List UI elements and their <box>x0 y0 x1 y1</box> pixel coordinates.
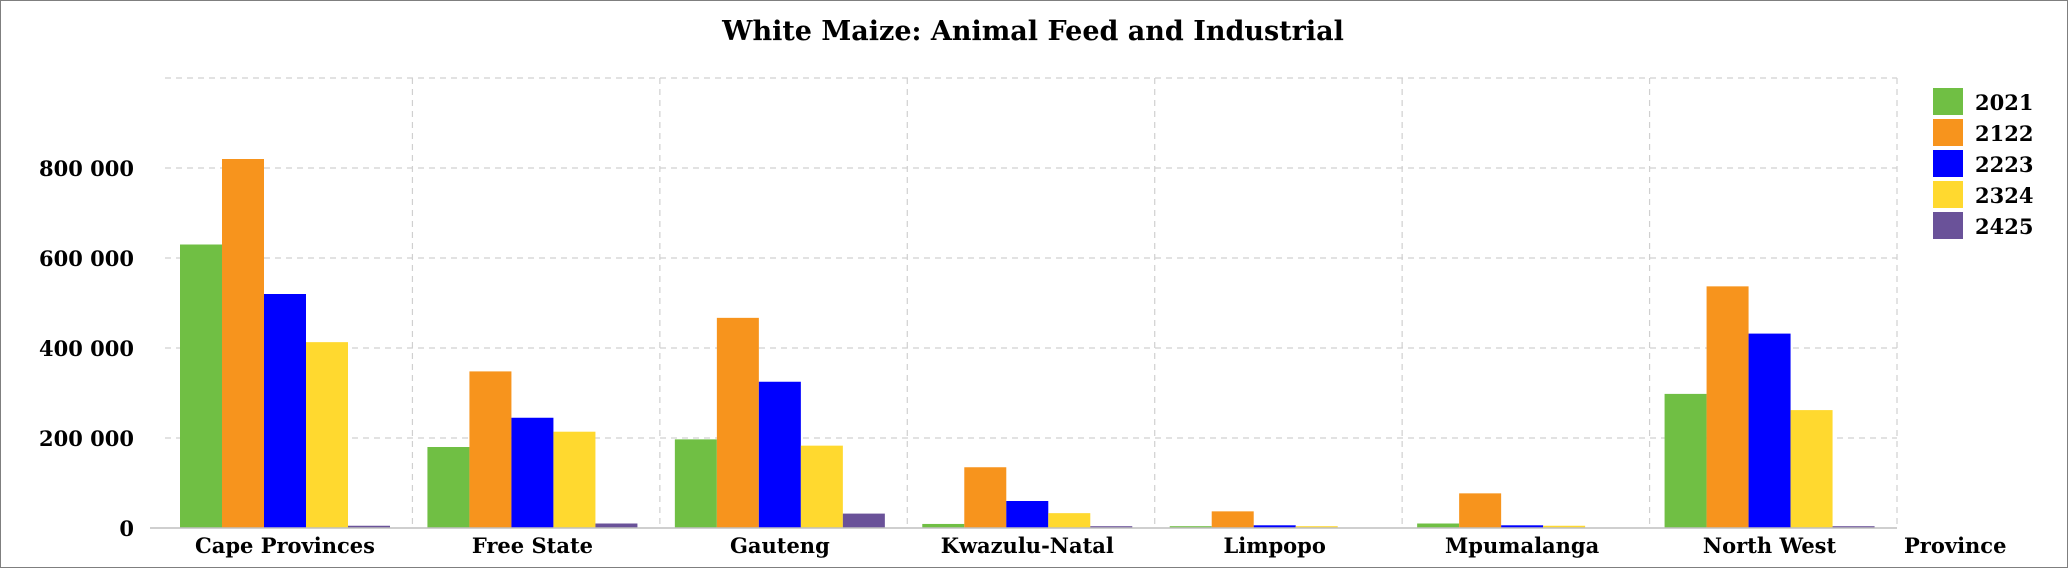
y-tick-label: 800 000 <box>39 156 134 181</box>
bar <box>469 371 512 528</box>
chart-title: White Maize: Animal Feed and Industrial <box>721 16 1344 47</box>
legend-label: 2021 <box>1975 90 2033 115</box>
legend-label: 2324 <box>1975 183 2033 208</box>
y-tick-label: 0 <box>119 516 134 541</box>
legend-label: 2122 <box>1975 121 2033 146</box>
x-tick-label: Kwazulu-Natal <box>941 533 1114 558</box>
bar <box>595 523 638 528</box>
legend-label: 2425 <box>1975 214 2033 239</box>
bars <box>180 159 1875 528</box>
bar <box>222 159 264 528</box>
x-axis: Cape Provinces Free State Gauteng Kwazulu-N… <box>150 527 1897 558</box>
x-tick-label: Cape Provinces <box>195 533 375 558</box>
legend-swatch <box>1933 181 1963 208</box>
bar <box>1501 525 1544 528</box>
bar <box>1832 526 1875 528</box>
bar <box>1169 526 1212 528</box>
bar <box>1006 501 1049 528</box>
bar <box>180 244 222 528</box>
x-tick-label: North West <box>1703 533 1837 558</box>
bar <box>1295 526 1338 528</box>
y-tick-label: 200 000 <box>39 426 134 451</box>
legend-label: 2223 <box>1975 152 2033 177</box>
bar <box>1211 511 1254 528</box>
bar <box>674 439 717 528</box>
bar <box>1253 525 1296 528</box>
gridlines <box>165 77 1898 528</box>
bar <box>1543 525 1586 528</box>
bar <box>1417 523 1460 528</box>
legend-swatch <box>1933 150 1963 177</box>
legend-swatch <box>1933 88 1963 115</box>
x-tick-label: Limpopo <box>1224 533 1326 558</box>
bar <box>1790 410 1833 528</box>
bar <box>1459 493 1502 528</box>
bar <box>922 523 965 528</box>
bar <box>348 525 390 528</box>
x-tick-label: Mpumalanga <box>1445 533 1600 558</box>
bar <box>842 513 885 528</box>
y-tick-label: 400 000 <box>39 336 134 361</box>
x-tick-label: Gauteng <box>730 533 830 558</box>
legend-swatch <box>1933 119 1963 146</box>
bar <box>964 467 1007 528</box>
legend-swatch <box>1933 212 1963 239</box>
bar <box>427 447 470 528</box>
bar <box>1664 393 1707 528</box>
bar <box>1748 333 1791 528</box>
y-axis: 0 200 000 400 000 600 000 800 000 <box>39 156 134 541</box>
legend: 2021 2122 2223 2324 2425 <box>1933 88 2033 239</box>
bar <box>758 381 801 528</box>
bar <box>306 342 348 528</box>
bar <box>800 445 843 528</box>
bar <box>716 317 759 528</box>
y-tick-label: 600 000 <box>39 246 134 271</box>
bar <box>264 294 306 528</box>
bar <box>1090 526 1133 528</box>
bar <box>1048 513 1091 528</box>
bar <box>511 417 554 528</box>
bar <box>1706 286 1749 528</box>
x-axis-label: Province <box>1904 533 2006 558</box>
bar <box>553 431 596 528</box>
x-tick-label: Free State <box>472 533 593 558</box>
